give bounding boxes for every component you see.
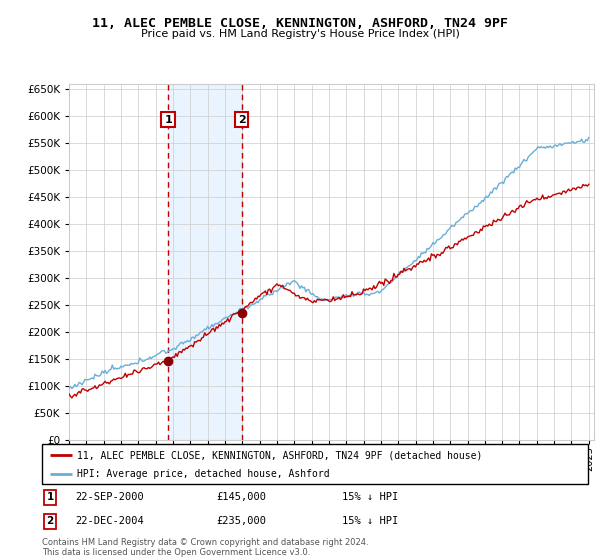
Text: 11, ALEC PEMBLE CLOSE, KENNINGTON, ASHFORD, TN24 9PF: 11, ALEC PEMBLE CLOSE, KENNINGTON, ASHFO…: [92, 17, 508, 30]
Text: 11, ALEC PEMBLE CLOSE, KENNINGTON, ASHFORD, TN24 9PF (detached house): 11, ALEC PEMBLE CLOSE, KENNINGTON, ASHFO…: [77, 450, 483, 460]
Text: 2: 2: [47, 516, 54, 526]
Text: HPI: Average price, detached house, Ashford: HPI: Average price, detached house, Ashf…: [77, 469, 330, 479]
FancyBboxPatch shape: [42, 444, 588, 484]
Text: 22-DEC-2004: 22-DEC-2004: [75, 516, 143, 526]
Text: 15% ↓ HPI: 15% ↓ HPI: [342, 516, 398, 526]
Text: 22-SEP-2000: 22-SEP-2000: [75, 492, 143, 502]
Text: £145,000: £145,000: [217, 492, 267, 502]
Text: Contains HM Land Registry data © Crown copyright and database right 2024.
This d: Contains HM Land Registry data © Crown c…: [42, 538, 368, 557]
Bar: [168, 84, 242, 440]
Text: Price paid vs. HM Land Registry's House Price Index (HPI): Price paid vs. HM Land Registry's House …: [140, 29, 460, 39]
Text: 1: 1: [47, 492, 54, 502]
Text: 15% ↓ HPI: 15% ↓ HPI: [342, 492, 398, 502]
Text: 2: 2: [238, 115, 245, 124]
Text: £235,000: £235,000: [217, 516, 267, 526]
Text: 1: 1: [164, 115, 172, 124]
